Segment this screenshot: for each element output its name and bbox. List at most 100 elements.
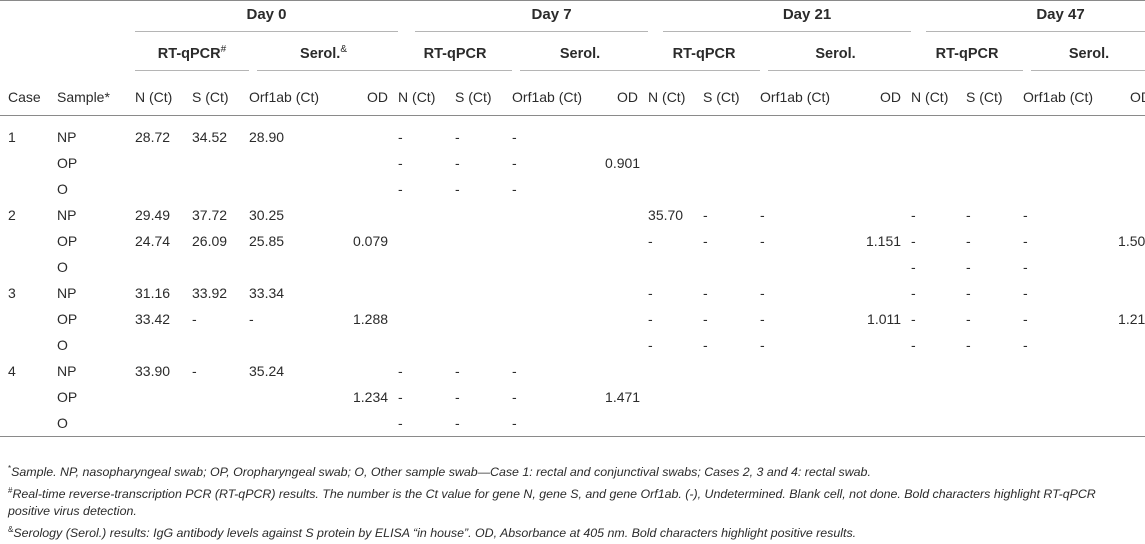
value-cell <box>342 116 398 151</box>
value-cell: - <box>455 363 460 379</box>
value-cell: - <box>398 389 403 405</box>
sample-cell: NP <box>57 129 77 145</box>
value-cell <box>703 254 760 280</box>
value-cell <box>135 384 192 410</box>
value-cell: - <box>398 155 403 171</box>
table-row: O--- <box>0 176 1145 202</box>
value-cell: - <box>911 259 916 275</box>
value-cell <box>703 384 760 410</box>
value-cell: 30.25 <box>249 207 285 223</box>
value-cell <box>911 176 966 202</box>
value-cell <box>398 280 455 306</box>
value-cell <box>760 358 855 384</box>
value-cell: 26.09 <box>192 233 228 249</box>
header-days-row: Day 0 Day 7 Day 21 Day 47 <box>0 0 1145 37</box>
value-cell: 1.471 <box>605 389 641 405</box>
value-cell <box>703 176 760 202</box>
value-cell: - <box>703 207 708 223</box>
case-cell: 2 <box>8 207 16 223</box>
value-cell: - <box>760 285 765 301</box>
header-columns-row: Case Sample* N (Ct) S (Ct) Orf1ab (Ct) O… <box>0 79 1145 116</box>
serol-header-day0: Serol.& <box>300 44 347 63</box>
value-cell: - <box>512 363 517 379</box>
value-cell: - <box>512 389 517 405</box>
col-orf-day0: Orf1ab (Ct) <box>249 79 342 116</box>
col-orf-day21: Orf1ab (Ct) <box>760 79 856 116</box>
value-cell: - <box>455 129 460 145</box>
case-cell <box>0 410 57 437</box>
value-cell <box>1118 176 1145 202</box>
value-cell <box>855 384 911 410</box>
case-cell: 1 <box>8 129 16 145</box>
value-cell <box>1118 280 1145 306</box>
case-cell <box>0 254 57 280</box>
value-cell <box>966 410 1024 437</box>
value-cell <box>342 150 398 176</box>
value-cell: - <box>966 311 971 327</box>
value-cell <box>135 254 192 280</box>
value-cell <box>342 176 398 202</box>
value-cell <box>648 254 703 280</box>
value-cell: - <box>966 285 971 301</box>
value-cell <box>855 150 911 176</box>
value-cell: 35.24 <box>249 363 285 379</box>
value-cell <box>1118 410 1145 437</box>
sample-cell: O <box>57 410 135 437</box>
value-cell <box>605 202 648 228</box>
footnote-rtqpcr: #Real-time reverse-transcription PCR (RT… <box>8 485 1096 519</box>
value-cell <box>192 150 249 176</box>
table-row: 2 NP 29.49 37.72 30.25 35.70 - - - - - <box>0 202 1145 228</box>
day-47-header: Day 47 <box>1036 6 1085 23</box>
value-cell <box>135 150 192 176</box>
rt-qpcr-header-day47: RT-qPCR <box>935 46 999 62</box>
value-cell: - <box>1023 311 1028 327</box>
value-cell <box>855 202 911 228</box>
value-cell <box>605 358 648 384</box>
value-cell <box>192 254 249 280</box>
table-row: 3 NP 31.16 33.92 33.34 - - - - - - <box>0 280 1145 306</box>
table-row: 4 NP 33.90 - 35.24 - - - <box>0 358 1145 384</box>
value-cell <box>192 410 249 437</box>
value-cell: - <box>398 363 403 379</box>
value-cell <box>911 358 966 384</box>
value-cell: - <box>1023 337 1028 353</box>
value-cell <box>911 384 966 410</box>
value-cell <box>342 358 398 384</box>
value-cell <box>1118 116 1145 151</box>
value-cell: - <box>966 233 971 249</box>
value-cell <box>911 410 967 437</box>
value-cell <box>398 306 455 332</box>
value-cell: 33.42 <box>135 311 171 327</box>
value-cell: 1.216 <box>1118 311 1145 327</box>
value-cell: 29.49 <box>135 207 171 223</box>
case-cell <box>0 176 57 202</box>
value-cell <box>605 228 648 254</box>
value-cell <box>966 358 1023 384</box>
value-cell <box>249 384 342 410</box>
value-cell: - <box>512 410 606 437</box>
value-cell <box>455 306 512 332</box>
value-cell <box>1118 254 1145 280</box>
value-cell <box>760 410 856 437</box>
value-cell <box>605 280 648 306</box>
value-cell: - <box>512 155 517 171</box>
value-cell: - <box>249 311 254 327</box>
value-cell: - <box>966 207 971 223</box>
case-cell: 3 <box>8 285 16 301</box>
value-cell <box>512 228 605 254</box>
value-cell <box>249 176 342 202</box>
value-cell: - <box>911 233 916 249</box>
value-cell: 33.90 <box>135 363 171 379</box>
value-cell: 28.90 <box>249 129 285 145</box>
value-cell <box>1023 384 1118 410</box>
value-cell <box>855 176 911 202</box>
results-table: Day 0 Day 7 Day 21 Day 47 RT-qPCR# Serol… <box>0 0 1145 437</box>
rt-qpcr-header-day7: RT-qPCR <box>423 46 487 62</box>
value-cell: - <box>760 311 765 327</box>
value-cell <box>135 176 192 202</box>
case-cell <box>0 150 57 176</box>
value-cell <box>703 410 761 437</box>
rt-qpcr-header-day21: RT-qPCR <box>672 46 736 62</box>
value-cell <box>703 150 760 176</box>
